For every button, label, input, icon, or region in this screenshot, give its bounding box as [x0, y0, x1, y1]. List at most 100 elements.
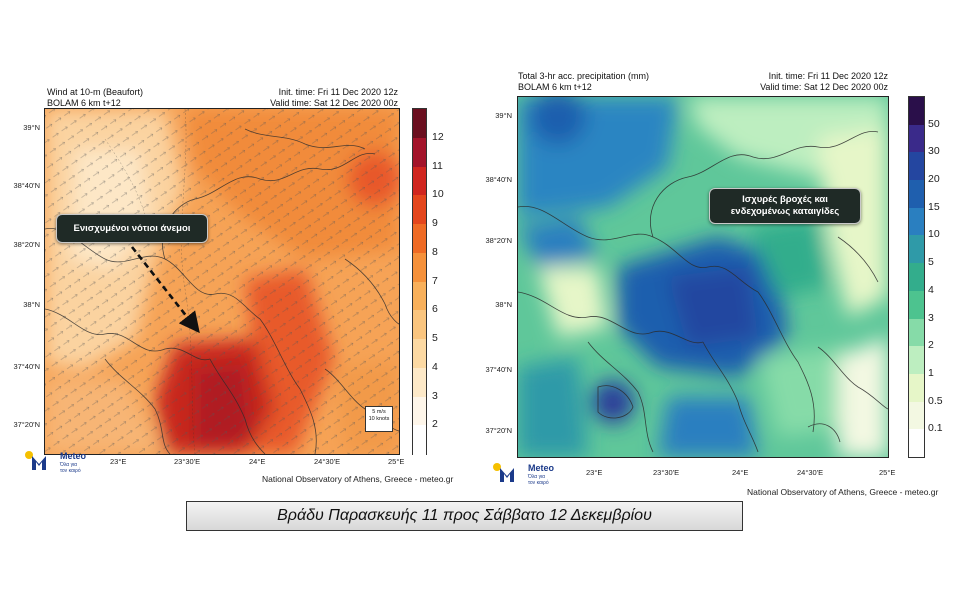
left-lat-ticks: 39°N 38°40'N 38°20'N 38°N 37°40'N 37°20'…	[12, 108, 42, 453]
colorbar-label: 50	[928, 117, 940, 130]
date-caption: Βράδυ Παρασκευής 11 προς Σάββατο 12 Δεκε…	[186, 501, 743, 531]
left-credit: National Observatory of Athens, Greece -…	[262, 474, 454, 484]
colorbar-segment	[413, 310, 426, 340]
right-logo: Meteo Όλα για τον καιρό	[492, 460, 562, 486]
colorbar-segment	[909, 235, 924, 264]
colorbar-segment	[413, 224, 426, 254]
rain-annotation: Ισχυρές βροχές και ενδεχομένως καταιγίδε…	[709, 188, 861, 224]
lat-tick: 37°40'N	[13, 362, 40, 371]
colorbar-label: 3	[928, 311, 934, 324]
left-colorbar-labels: 12 11 10 9 8 7 6 5 4 3 2	[430, 108, 454, 453]
colorbar-segment	[909, 346, 924, 375]
right-lat-ticks: 39°N 38°40'N 38°20'N 38°N 37°40'N 37°20'…	[478, 96, 514, 456]
left-wind-map[interactable]: 5 m/s 10 knots	[44, 108, 400, 455]
lon-tick: 24°E	[249, 457, 266, 466]
lat-tick: 39°N	[495, 111, 512, 120]
colorbar-segment	[909, 373, 924, 403]
rain-annotation-line2: ενδεχομένως καταιγίδες	[730, 206, 840, 217]
wind-scale-ms: 5 m/s	[372, 409, 386, 415]
colorbar-label: 0.1	[928, 422, 943, 435]
precipitation-field	[518, 97, 888, 457]
lat-tick: 38°40'N	[485, 175, 512, 184]
lat-tick: 38°N	[495, 300, 512, 309]
colorbar-segment	[909, 263, 924, 292]
meteo-logo-icon	[493, 463, 514, 482]
lon-tick: 25°E	[388, 457, 405, 466]
colorbar-label: 2	[432, 418, 438, 431]
logo-brand: Meteo	[60, 451, 87, 461]
right-precip-map[interactable]	[517, 96, 889, 458]
lat-tick: 38°20'N	[485, 236, 512, 245]
left-valid-time: Valid time: Sat 12 Dec 2020 00z	[270, 98, 398, 108]
colorbar-label: 11	[432, 159, 443, 172]
lon-tick: 24°30'E	[314, 457, 341, 466]
colorbar-segment	[413, 109, 426, 139]
colorbar-label: 10	[928, 228, 940, 241]
logo-tagline-2: τον καιρό	[528, 480, 549, 486]
right-colorbar-labels: 50 30 20 15 10 5 4 3 2 1 0.5 0.1	[926, 96, 956, 456]
lat-tick: 37°20'N	[13, 420, 40, 429]
right-credit: National Observatory of Athens, Greece -…	[747, 487, 939, 497]
colorbar-label: 1	[928, 366, 934, 379]
colorbar-label: 5	[432, 332, 438, 344]
colorbar-label: 10	[432, 188, 444, 201]
logo-tagline-1: Όλα για	[60, 462, 78, 468]
wind-scale-knots: 10 knots	[368, 415, 390, 422]
colorbar-segment	[413, 425, 426, 455]
colorbar-segment	[909, 318, 924, 347]
left-colorbar	[412, 108, 427, 455]
colorbar-segment	[909, 429, 924, 458]
lon-tick: 23°E	[110, 457, 127, 466]
colorbar-label: 20	[928, 173, 940, 186]
colorbar-label: 6	[432, 303, 438, 316]
right-map-model: BOLAM 6 km t+12	[518, 82, 592, 92]
lon-tick: 23°30'E	[174, 457, 201, 466]
lat-tick: 39°N	[23, 123, 40, 132]
rain-annotation-line1: Ισχυρές βροχές και	[742, 194, 828, 205]
colorbar-segment	[909, 207, 924, 236]
colorbar-segment	[909, 97, 924, 126]
colorbar-label: 15	[928, 200, 940, 213]
colorbar-segment	[413, 195, 426, 225]
colorbar-label: 4	[928, 283, 934, 296]
right-init-time: Init. time: Fri 11 Dec 2020 12z	[768, 71, 888, 81]
colorbar-label: 8	[432, 245, 438, 258]
lon-tick: 24°E	[732, 468, 749, 477]
lon-tick: 25°E	[879, 468, 896, 477]
wind-annotation: Ενισχυμένοι νότιοι άνεμοι	[56, 214, 208, 243]
left-map-model: BOLAM 6 km t+12	[47, 98, 121, 108]
lat-tick: 37°40'N	[485, 365, 512, 374]
wind-scale-box: 5 m/s 10 knots	[365, 406, 393, 432]
colorbar-segment	[413, 166, 426, 196]
lat-tick: 38°N	[23, 300, 40, 309]
colorbar-label: 5	[928, 256, 934, 269]
lat-tick: 37°20'N	[485, 426, 512, 435]
colorbar-label: 12	[432, 130, 444, 143]
right-map-title: Total 3-hr acc. precipitation (mm)	[518, 71, 650, 81]
colorbar-segment	[413, 367, 426, 397]
right-valid-time: Valid time: Sat 12 Dec 2020 00z	[760, 82, 888, 92]
wind-field	[45, 109, 399, 454]
right-colorbar	[908, 96, 925, 458]
lon-tick: 23°E	[586, 468, 603, 477]
left-map-title: Wind at 10-m (Beaufort)	[47, 87, 144, 97]
colorbar-label: 0.5	[928, 394, 943, 407]
colorbar-label: 7	[432, 274, 438, 287]
left-lon-ticks: 23°E 23°30'E 24°E 24°30'E 25°E	[44, 457, 404, 469]
colorbar-segment	[909, 290, 924, 320]
logo-tagline-1: Όλα για	[528, 474, 546, 480]
colorbar-segment	[413, 396, 426, 426]
colorbar-segment	[909, 180, 924, 209]
logo-tagline-2: τον καιρό	[60, 468, 81, 474]
left-logo: Meteo Όλα για τον καιρό	[24, 448, 94, 474]
lon-tick: 23°30'E	[653, 468, 680, 477]
colorbar-label: 30	[928, 145, 940, 158]
colorbar-label: 3	[432, 389, 438, 402]
colorbar-segment	[413, 281, 426, 311]
colorbar-segment	[909, 152, 924, 181]
meteo-logo-icon	[25, 451, 46, 470]
lat-tick: 38°20'N	[13, 240, 40, 249]
colorbar-label: 2	[928, 339, 934, 352]
left-init-time: Init. time: Fri 11 Dec 2020 12z	[278, 87, 398, 97]
colorbar-segment	[413, 137, 426, 167]
